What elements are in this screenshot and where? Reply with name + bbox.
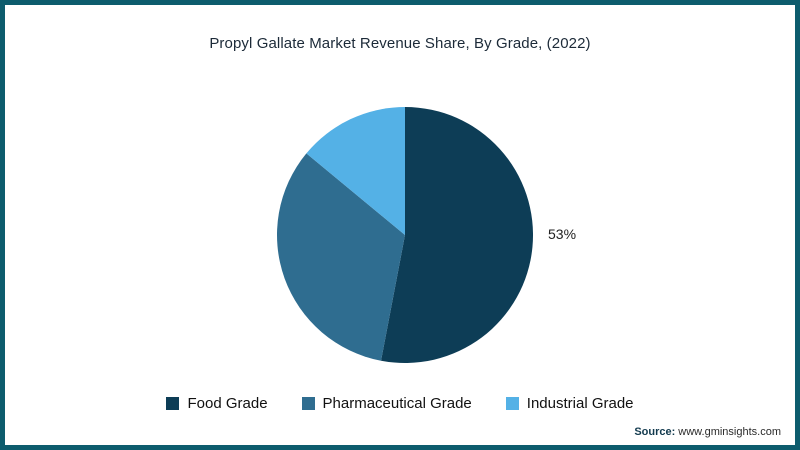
- legend-item-pharmaceutical-grade: Pharmaceutical Grade: [301, 395, 472, 412]
- chart-title: Propyl Gallate Market Revenue Share, By …: [209, 35, 591, 52]
- data-label-food-grade: 53%: [548, 226, 577, 242]
- legend-label-industrial-grade: Industrial Grade: [526, 395, 634, 412]
- source-url: www.gminsights.com: [678, 426, 781, 438]
- legend-label-food-grade: Food Grade: [187, 395, 268, 412]
- plot-area: [275, 105, 535, 365]
- source-label: Source:: [634, 426, 676, 438]
- legend-label-pharmaceutical-grade: Pharmaceutical Grade: [322, 395, 472, 412]
- legend-swatch-industrial-grade: [505, 397, 519, 410]
- pie-chart: [276, 107, 534, 363]
- legend-swatch-food-grade: [166, 397, 180, 410]
- pie-slice-food-grade: [381, 107, 534, 363]
- legend-item-food-grade: Food Grade: [166, 395, 268, 412]
- legend: Food Grade Pharmaceutical Grade Industri…: [5, 395, 795, 412]
- legend-item-industrial-grade: Industrial Grade: [505, 395, 634, 412]
- legend-swatch-pharmaceutical-grade: [301, 397, 315, 410]
- pie-slice-pharmaceutical-grade: [276, 153, 405, 361]
- source-text: Source: www.gminsights.com: [634, 426, 781, 438]
- pie-slice-industrial-grade: [306, 107, 405, 235]
